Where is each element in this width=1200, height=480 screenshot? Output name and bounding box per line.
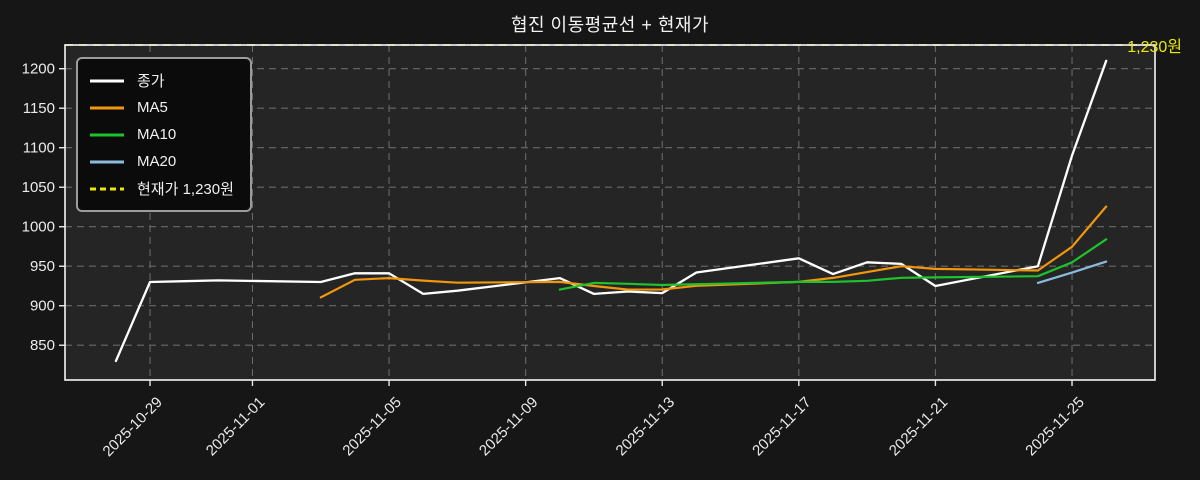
- y-tick-label: 1150: [23, 100, 55, 117]
- x-tick-label: 2025-11-13: [613, 394, 678, 459]
- x-tick-label: 2025-11-05: [339, 394, 404, 459]
- legend-label-ma10: MA10: [137, 126, 177, 143]
- legend-label-ma20: MA20: [137, 153, 177, 170]
- legend-item-current-price: 현재가 1,230원: [78, 175, 250, 202]
- y-tick-label: 950: [30, 258, 55, 275]
- current-price-dashed-swatch-icon: [90, 187, 124, 190]
- x-tick-label: 2025-10-29: [100, 394, 166, 460]
- chart-title: 협진 이동평균선 + 현재가: [510, 15, 710, 35]
- legend-label-ma5: MA5: [137, 99, 168, 116]
- current-price-annotation: 1,230원: [1127, 39, 1182, 56]
- ma20-line-swatch-icon: [90, 160, 124, 163]
- legend: 종가 MA5 MA10 MA20 현재가 1,230원: [76, 57, 252, 212]
- y-tick-label: 850: [30, 337, 55, 354]
- y-tick-label: 1100: [23, 140, 55, 157]
- legend-item-ma20: MA20: [78, 148, 250, 175]
- x-tick-label: 2025-11-25: [1022, 394, 1087, 459]
- y-tick-label: 900: [30, 298, 55, 315]
- legend-label-close: 종가: [137, 73, 165, 90]
- x-tick-label: 2025-11-09: [476, 394, 541, 459]
- close-line-swatch-icon: [90, 79, 124, 82]
- y-tick-label: 1050: [22, 179, 55, 196]
- ma10-line-swatch-icon: [90, 133, 124, 136]
- x-tick-label: 2025-11-17: [749, 394, 814, 459]
- y-tick-label: 1000: [22, 219, 55, 236]
- legend-item-ma10: MA10: [78, 121, 250, 148]
- series-line-MA10: [558, 238, 1108, 291]
- legend-item-ma5: MA5: [78, 94, 250, 121]
- series-line-종가: [114, 59, 1108, 363]
- plot-frame: [64, 44, 1156, 381]
- x-tick-label: 2025-11-01: [203, 394, 268, 459]
- legend-label-current-price: 현재가 1,230원: [137, 181, 234, 198]
- y-tick-label: 1200: [22, 61, 55, 78]
- ma5-line-swatch-icon: [90, 106, 124, 109]
- legend-item-close: 종가: [78, 67, 250, 94]
- series-line-MA5: [319, 205, 1108, 299]
- series-line-MA20: [1036, 260, 1108, 284]
- x-tick-label: 2025-11-21: [886, 394, 951, 459]
